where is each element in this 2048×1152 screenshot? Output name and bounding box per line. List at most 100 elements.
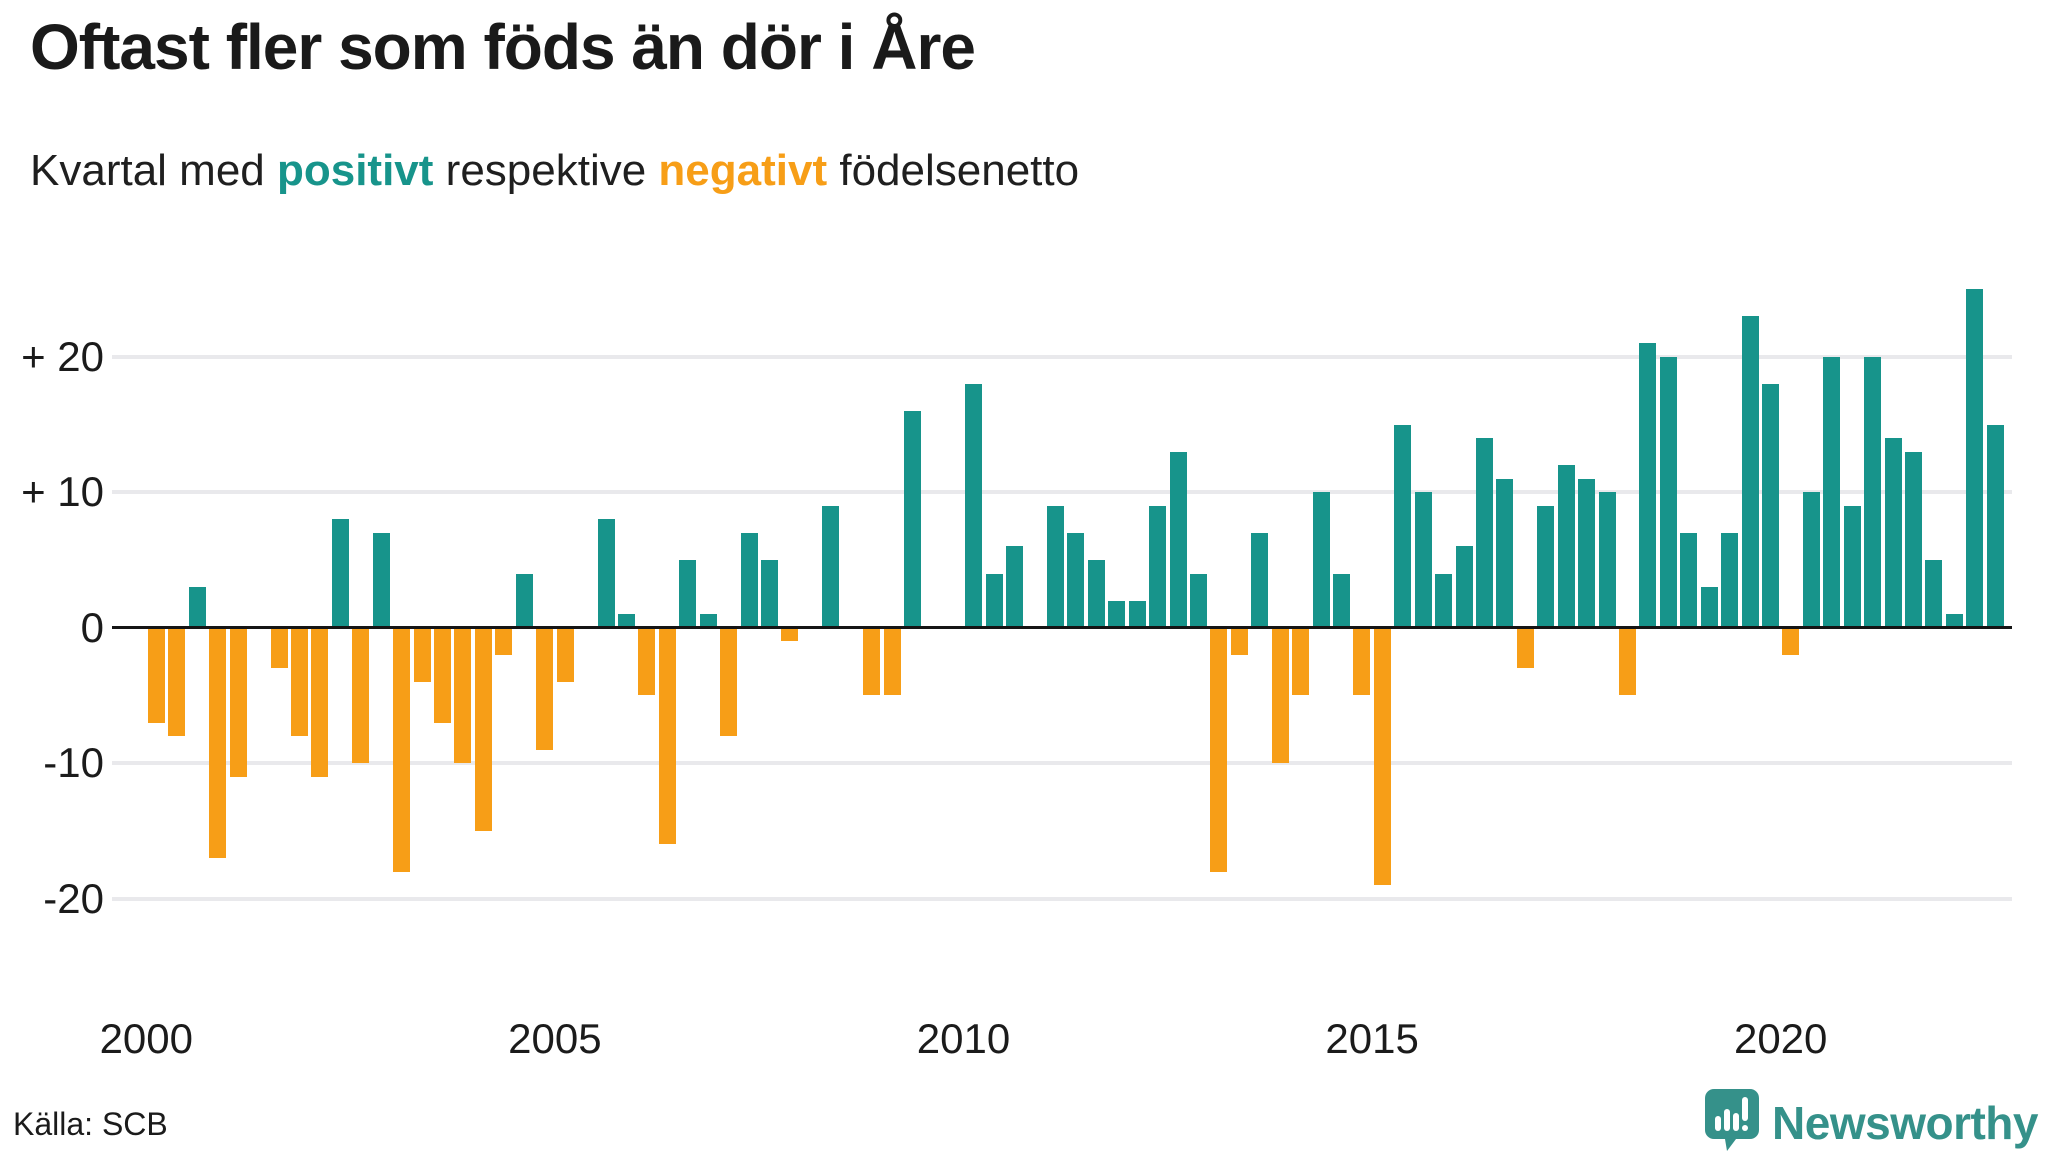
bar-2020Q3 — [1823, 356, 1841, 628]
y-axis-label--20: -20 — [43, 874, 104, 922]
bar-2009Q1 — [883, 627, 901, 696]
source-note: Källa: SCB — [13, 1106, 168, 1142]
bar-2000Q1 — [148, 627, 165, 723]
bar-2004Q1 — [474, 627, 492, 831]
bar-2007Q2 — [740, 532, 758, 628]
bar-2014Q4 — [1353, 627, 1371, 696]
bar-2020Q1 — [1782, 627, 1800, 655]
bar-2006Q3 — [679, 560, 697, 628]
bar-2000Q3 — [188, 587, 206, 628]
bar-2014Q2 — [1312, 492, 1330, 628]
gridline-20 — [112, 354, 2012, 359]
bar-2005Q4 — [617, 614, 635, 628]
bar-2005Q1 — [556, 627, 574, 682]
bar-2021Q3 — [1905, 451, 1922, 628]
newsworthy-logo-text: Newsworthy — [1772, 1096, 2038, 1149]
bar-2011Q3 — [1087, 560, 1105, 628]
bar-2000Q4 — [209, 627, 227, 859]
subtitle-middle: respektive — [433, 146, 659, 195]
bar-2020Q2 — [1802, 492, 1820, 628]
bar-2018Q2 — [1639, 343, 1657, 628]
bar-2021Q2 — [1884, 438, 1902, 628]
bar-2015Q2 — [1394, 424, 1412, 628]
subtitle-negative-word: negativt — [658, 146, 828, 195]
subtitle-suffix: födelsenetto — [827, 146, 1080, 195]
bar-2004Q3 — [515, 573, 533, 628]
bar-2016Q4 — [1516, 627, 1534, 669]
gridline--20 — [112, 896, 2012, 901]
x-axis-label-2020: 2020 — [1733, 1015, 1828, 1062]
bar-2021Q1 — [1864, 356, 1882, 628]
bar-2022Q1 — [1945, 614, 1963, 628]
bar-2015Q4 — [1435, 573, 1453, 628]
subtitle-prefix: Kvartal med — [30, 146, 277, 195]
x-axis-label-2000: 2000 — [99, 1015, 194, 1062]
chart-subtitle: Kvartal med positivt respektive negativt… — [30, 146, 1079, 196]
bar-2003Q3 — [434, 627, 451, 723]
bar-2012Q3 — [1169, 451, 1187, 628]
bar-2015Q1 — [1373, 627, 1391, 886]
bar-2002Q3 — [352, 627, 370, 764]
bar-2019Q2 — [1721, 532, 1739, 628]
bar-2005Q3 — [597, 519, 615, 628]
newsworthy-logo: Newsworthy — [1704, 1088, 2038, 1152]
bar-2002Q2 — [331, 519, 349, 628]
page-title: Oftast fler som föds än dör i Åre — [30, 11, 976, 83]
newsworthy-bubble-chart-icon — [1704, 1088, 1760, 1152]
bar-2014Q3 — [1332, 573, 1350, 628]
bar-2010Q2 — [985, 573, 1003, 628]
bar-2006Q4 — [699, 614, 717, 628]
bar-2013Q3 — [1251, 532, 1269, 628]
bar-2004Q2 — [495, 627, 513, 655]
bar-2011Q4 — [1108, 600, 1126, 628]
bar-2013Q1 — [1210, 627, 1228, 872]
bar-2017Q4 — [1598, 492, 1616, 628]
bar-2010Q3 — [1006, 546, 1024, 628]
bar-2012Q4 — [1189, 573, 1207, 628]
bar-2001Q1 — [229, 627, 247, 777]
bar-2008Q2 — [822, 505, 840, 628]
bar-2006Q2 — [658, 627, 676, 845]
bar-2016Q2 — [1476, 438, 1493, 628]
bar-2016Q3 — [1496, 478, 1514, 628]
bar-2022Q3 — [1986, 424, 2004, 628]
bar-2006Q1 — [638, 627, 656, 696]
bar-2013Q2 — [1230, 627, 1248, 655]
bar-2021Q4 — [1925, 560, 1943, 628]
bar-2008Q4 — [863, 627, 880, 696]
bar-2019Q4 — [1762, 383, 1779, 628]
bar-2010Q1 — [965, 383, 983, 628]
bar-2020Q4 — [1843, 505, 1861, 628]
zero-axis-line — [112, 626, 2012, 630]
y-axis-label-0: 0 — [80, 603, 104, 651]
bar-2018Q3 — [1659, 356, 1677, 628]
bar-2013Q4 — [1271, 627, 1289, 764]
bar-2007Q1 — [720, 627, 737, 737]
bar-2011Q1 — [1046, 505, 1064, 628]
bar-2017Q3 — [1578, 478, 1596, 628]
bar-2003Q1 — [393, 627, 411, 872]
bar-2011Q2 — [1067, 532, 1085, 628]
bar-2017Q2 — [1557, 465, 1575, 628]
bar-2004Q4 — [536, 627, 554, 750]
y-axis-label-20: + 20 — [21, 332, 104, 380]
bar-2002Q1 — [311, 627, 329, 777]
bar-2009Q2 — [903, 410, 921, 628]
y-axis-label-10: + 10 — [21, 468, 104, 516]
subtitle-positive-word: positivt — [276, 146, 434, 195]
bar-2000Q2 — [168, 627, 186, 737]
bar-2012Q1 — [1128, 600, 1146, 628]
gridline--10 — [112, 761, 2012, 766]
bar-2007Q3 — [760, 560, 778, 628]
bar-2003Q4 — [454, 627, 472, 764]
bar-2014Q1 — [1292, 627, 1310, 696]
bar-2015Q3 — [1414, 492, 1432, 628]
bar-2003Q2 — [413, 627, 431, 682]
bar-2001Q3 — [270, 627, 288, 669]
bar-2019Q1 — [1700, 587, 1718, 628]
gridline-10 — [112, 490, 2012, 495]
x-axis-label-2010: 2010 — [916, 1015, 1011, 1062]
bar-2001Q4 — [291, 627, 308, 737]
bar-2018Q4 — [1680, 532, 1698, 628]
